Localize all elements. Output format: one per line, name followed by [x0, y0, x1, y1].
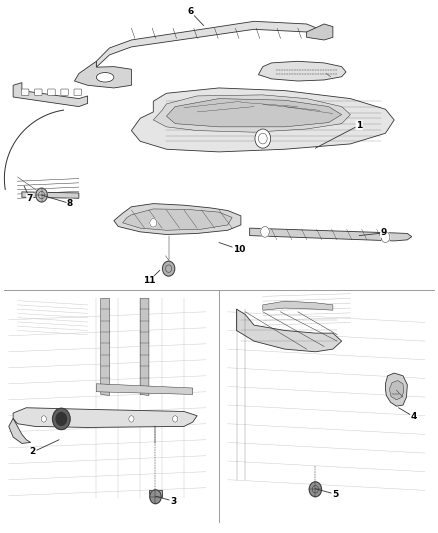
Polygon shape: [149, 490, 162, 497]
Circle shape: [56, 413, 67, 425]
Polygon shape: [13, 83, 88, 107]
Polygon shape: [166, 99, 342, 127]
FancyBboxPatch shape: [35, 89, 42, 95]
Circle shape: [261, 227, 269, 237]
Polygon shape: [74, 61, 131, 88]
Polygon shape: [250, 228, 412, 241]
Circle shape: [173, 416, 178, 422]
Polygon shape: [153, 95, 350, 132]
Text: 4: 4: [399, 408, 417, 421]
Polygon shape: [385, 373, 407, 406]
Circle shape: [53, 408, 70, 430]
Polygon shape: [101, 298, 110, 395]
Polygon shape: [96, 384, 193, 394]
Circle shape: [129, 416, 134, 422]
Text: 3: 3: [155, 496, 176, 505]
Ellipse shape: [96, 72, 114, 82]
Polygon shape: [13, 408, 197, 427]
FancyBboxPatch shape: [61, 89, 68, 95]
Polygon shape: [237, 309, 342, 352]
Polygon shape: [390, 381, 404, 400]
Text: 8: 8: [42, 195, 73, 208]
Polygon shape: [307, 24, 333, 40]
Text: 5: 5: [315, 489, 338, 498]
FancyBboxPatch shape: [48, 89, 55, 95]
Circle shape: [150, 219, 157, 227]
Polygon shape: [9, 418, 31, 443]
Polygon shape: [22, 192, 79, 198]
Text: 1: 1: [315, 121, 362, 148]
Circle shape: [150, 490, 161, 504]
Text: 6: 6: [187, 7, 204, 26]
Polygon shape: [140, 298, 149, 395]
Text: 10: 10: [219, 243, 245, 254]
Circle shape: [309, 482, 321, 497]
Polygon shape: [258, 61, 346, 81]
FancyBboxPatch shape: [21, 89, 29, 95]
Text: 11: 11: [143, 270, 160, 285]
Polygon shape: [263, 301, 333, 310]
FancyBboxPatch shape: [74, 89, 81, 95]
Text: 7: 7: [24, 186, 33, 203]
Circle shape: [36, 188, 47, 202]
Circle shape: [41, 416, 46, 422]
Circle shape: [381, 232, 390, 243]
Circle shape: [162, 261, 175, 276]
Circle shape: [255, 129, 271, 148]
Polygon shape: [123, 209, 232, 230]
Polygon shape: [131, 88, 394, 152]
Text: 9: 9: [359, 229, 387, 237]
Polygon shape: [96, 21, 320, 67]
Polygon shape: [114, 204, 241, 235]
Text: 2: 2: [30, 440, 59, 456]
